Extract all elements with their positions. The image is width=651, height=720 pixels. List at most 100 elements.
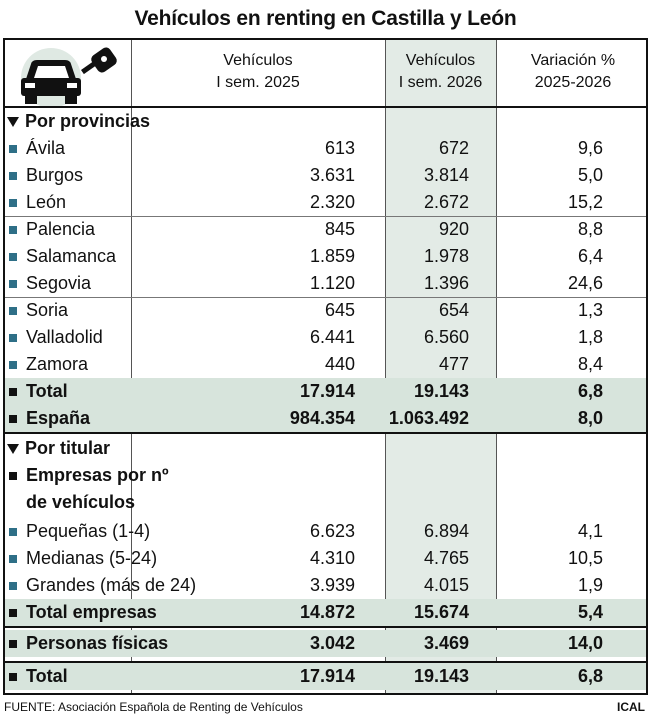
data-table: Vehículos I sem. 2025 Vehículos I sem. 2… [3, 38, 648, 695]
total-cyl-row-label: Total [5, 378, 68, 405]
row-label: España [26, 408, 91, 428]
section-provincias-label: Por provincias [5, 108, 150, 135]
cell-v2026: 4.015 [423, 575, 469, 595]
column-divider [496, 40, 497, 693]
province-row: Valladolid 6.441 6.560 1,8 [5, 324, 646, 351]
bullet-square-icon [9, 527, 17, 536]
province-row: León 2.320 2.672 15,2 [5, 189, 646, 216]
table-title: Vehículos en renting en Castilla y León [134, 7, 517, 30]
province-row-label: Palencia [5, 216, 95, 243]
header-variation-line2: 2025-2026 [534, 74, 612, 91]
row-separator [5, 216, 646, 217]
bullet-square-icon [9, 225, 17, 234]
cell-v2026: 3.814 [423, 165, 469, 185]
cell-v2025: 440 [324, 354, 355, 374]
cell-var: 5,0 [577, 165, 603, 185]
row-label: Valladolid [26, 327, 103, 347]
section-empresas-line: de vehículos [26, 492, 136, 512]
row-separator [5, 626, 646, 628]
header-variation-line1: Variación % [530, 52, 616, 69]
cell-v2025: 984.354 [289, 408, 355, 428]
header-2025-line2: I sem. 2025 [216, 74, 300, 91]
personas-fisicas-row: Personas físicas 3.042 3.469 14,0 [5, 630, 646, 657]
section-empresas: Empresas por nº de vehículos [5, 462, 646, 516]
column-divider [131, 40, 132, 693]
cell-var: 8,4 [577, 354, 603, 374]
section-empresas-line: Empresas por nº [26, 465, 169, 485]
column-divider [385, 40, 386, 693]
cell-v2026: 2.672 [423, 192, 469, 212]
personas-fisicas-row-label: Personas físicas [5, 630, 168, 657]
cell-v2025: 645 [324, 300, 355, 320]
cell-var: 10,5 [567, 548, 603, 568]
car-key-icon [13, 42, 123, 108]
cell-v2026: 6.894 [423, 521, 469, 541]
bullet-square-icon [9, 554, 17, 563]
bullet-square-icon [9, 252, 17, 261]
bullet-square-icon [9, 333, 17, 342]
company-size-row: Pequeñas (1-4) 6.623 6.894 4,1 [5, 518, 646, 545]
bullet-square-icon [9, 387, 17, 396]
header-2025-line1: Vehículos [223, 52, 293, 69]
cell-v2026: 920 [438, 219, 469, 239]
bullet-square-icon [9, 144, 17, 153]
cell-var: 9,6 [577, 138, 603, 158]
total-empresas-row: Total empresas 14.872 15.674 5,4 [5, 599, 646, 626]
bullet-square-icon [9, 198, 17, 207]
cell-var: 6,4 [577, 246, 603, 266]
province-row: Palencia 845 920 8,8 [5, 216, 646, 243]
company-size-row-label: Grandes (más de 24) [5, 572, 196, 599]
cell-var: 15,2 [567, 192, 603, 212]
province-row: Burgos 3.631 3.814 5,0 [5, 162, 646, 189]
cell-v2026: 672 [438, 138, 469, 158]
total-titular-row: Total 17.914 19.143 6,8 [5, 663, 646, 690]
row-label: Total empresas [26, 602, 157, 622]
row-label: Burgos [26, 165, 84, 185]
row-label: Segovia [26, 273, 92, 293]
brand-logo: ICAL [617, 700, 645, 714]
espana-row-label: España [5, 405, 90, 432]
cell-v2025: 17.914 [299, 381, 355, 401]
row-label: Salamanca [26, 246, 117, 266]
header-2026-line1: Vehículos [405, 52, 476, 69]
row-label: Pequeñas (1-4) [26, 521, 151, 541]
bullet-square-icon [9, 360, 17, 369]
province-row: Segovia 1.120 1.396 24,6 [5, 270, 646, 297]
cell-v2026: 1.396 [423, 273, 469, 293]
cell-var: 14,0 [567, 633, 603, 653]
section-titular: Por titular [5, 435, 646, 462]
cell-v2025: 14.872 [299, 602, 355, 622]
row-label: Zamora [26, 354, 89, 374]
province-row: Ávila 613 672 9,6 [5, 135, 646, 162]
cell-v2026: 15.674 [413, 602, 469, 622]
province-row: Salamanca 1.859 1.978 6,4 [5, 243, 646, 270]
shaded-column-2026 [385, 40, 496, 693]
triangle-down-icon [7, 116, 19, 127]
province-row: Zamora 440 477 8,4 [5, 351, 646, 378]
cell-v2025: 17.914 [299, 666, 355, 686]
title-bar: Vehículos en renting en Castilla y León [0, 0, 651, 38]
cell-v2026: 477 [438, 354, 469, 374]
section-provincias-text: Por provincias [25, 111, 151, 131]
cell-v2025: 1.859 [309, 246, 355, 266]
row-label: Total [26, 666, 68, 686]
section-titular-text: Por titular [25, 438, 111, 458]
cell-v2025: 6.441 [309, 327, 355, 347]
cell-v2026: 6.560 [423, 327, 469, 347]
total-empresas-row-label: Total empresas [5, 599, 157, 626]
row-separator [5, 661, 646, 663]
cell-v2025: 3.042 [309, 633, 355, 653]
cell-var: 6,8 [577, 666, 603, 686]
section-empresas-text: Empresas por nº de vehículos [26, 462, 169, 516]
bullet-square-icon [9, 171, 17, 180]
row-label: Soria [26, 300, 69, 320]
cell-v2025: 845 [324, 219, 355, 239]
bullet-square-icon [9, 279, 17, 288]
cell-var: 8,8 [577, 219, 603, 239]
section-provincias: Por provincias [5, 108, 646, 135]
province-row: Soria 645 654 1,3 [5, 297, 646, 324]
cell-v2025: 2.320 [309, 192, 355, 212]
province-row-label: Zamora [5, 351, 88, 378]
row-label: Medianas (5-24) [26, 548, 158, 568]
cell-var: 1,9 [577, 575, 603, 595]
